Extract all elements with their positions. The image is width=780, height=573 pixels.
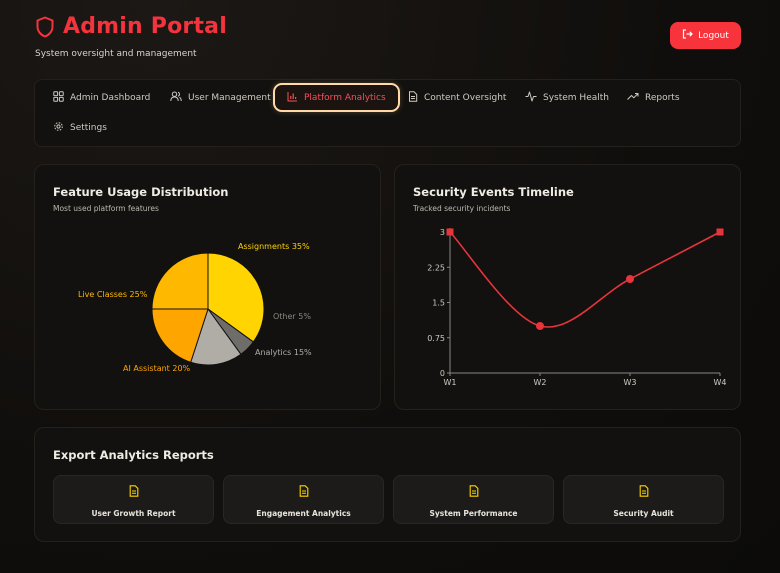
pie-slice-analytics <box>190 307 242 366</box>
pie-slice-ai-assistant <box>151 308 209 363</box>
feature-usage-card: Feature Usage Distribution Most used pla… <box>34 164 381 410</box>
pie-label-analytics: Analytics 15% <box>255 348 312 357</box>
trending-up-icon <box>627 91 639 105</box>
x-tick-label: W1 <box>444 378 457 387</box>
export-reports-title: Export Analytics Reports <box>53 448 214 462</box>
grid-icon <box>53 91 64 105</box>
page-subtitle: System oversight and management <box>35 49 197 59</box>
document-icon <box>129 482 139 501</box>
security-events-card: Security Events Timeline Tracked securit… <box>394 164 741 410</box>
data-point <box>536 322 544 330</box>
nav-item-admin-dashboard[interactable]: Admin Dashboard <box>49 85 154 111</box>
y-tick-label: 1.5 <box>432 299 445 308</box>
activity-icon <box>525 91 537 105</box>
document-icon <box>639 482 649 501</box>
document-icon <box>299 482 309 501</box>
security-events-title: Security Events Timeline <box>413 185 574 199</box>
nav-item-platform-analytics[interactable]: Platform Analytics <box>273 83 400 112</box>
document-icon <box>408 91 418 105</box>
pie-chart <box>151 252 265 366</box>
nav-item-content-oversight[interactable]: Content Oversight <box>404 85 510 111</box>
bar-chart-icon <box>287 91 298 105</box>
x-tick-label: W4 <box>714 378 727 387</box>
pie-slice-live-classes <box>151 252 209 310</box>
nav-item-user-management[interactable]: User Management <box>166 85 275 111</box>
export-user-growth-button[interactable]: User Growth Report <box>53 475 214 524</box>
y-tick-label: 0.75 <box>427 334 445 343</box>
nav-bar: Admin Dashboard User Management Platform… <box>34 79 741 147</box>
nav-item-settings[interactable]: Settings <box>49 115 111 141</box>
y-tick-label: 3 <box>440 228 445 237</box>
export-security-audit-button[interactable]: Security Audit <box>563 475 724 524</box>
pie-label-live-classes: Live Classes 25% <box>78 290 148 299</box>
users-icon <box>170 91 182 105</box>
document-icon <box>469 482 479 501</box>
nav-item-reports[interactable]: Reports <box>623 85 684 111</box>
data-point <box>716 228 724 236</box>
y-tick-label: 0 <box>440 369 445 378</box>
pie-label-ai-assistant: AI Assistant 20% <box>123 364 191 373</box>
nav-item-system-health[interactable]: System Health <box>521 85 613 111</box>
feature-usage-title: Feature Usage Distribution <box>53 185 229 199</box>
feature-usage-subtitle: Most used platform features <box>53 204 159 213</box>
security-events-subtitle: Tracked security incidents <box>413 204 511 213</box>
export-reports-card: Export Analytics Reports User Growth Rep… <box>34 427 741 542</box>
series-line <box>449 231 721 328</box>
gear-icon <box>53 121 64 135</box>
data-point <box>626 275 634 283</box>
data-point <box>446 228 454 236</box>
logout-button[interactable]: Logout <box>670 22 741 49</box>
x-tick-label: W2 <box>534 378 547 387</box>
logout-icon <box>682 29 693 42</box>
pie-label-other: Other 5% <box>273 312 311 321</box>
export-system-performance-button[interactable]: System Performance <box>393 475 554 524</box>
x-tick-label: W3 <box>624 378 637 387</box>
page-title: Admin Portal <box>63 14 227 39</box>
logout-label: Logout <box>698 30 729 41</box>
line-chart: 0 0.75 1.5 2.25 3 W1 W2 W3 W4 <box>427 228 727 387</box>
pie-label-assignments: Assignments 35% <box>238 242 310 251</box>
shield-icon <box>35 16 55 38</box>
header: Admin Portal System oversight and manage… <box>35 14 227 59</box>
pie-slice-assignments <box>207 252 265 343</box>
export-engagement-button[interactable]: Engagement Analytics <box>223 475 384 524</box>
y-tick-label: 2.25 <box>427 263 445 272</box>
